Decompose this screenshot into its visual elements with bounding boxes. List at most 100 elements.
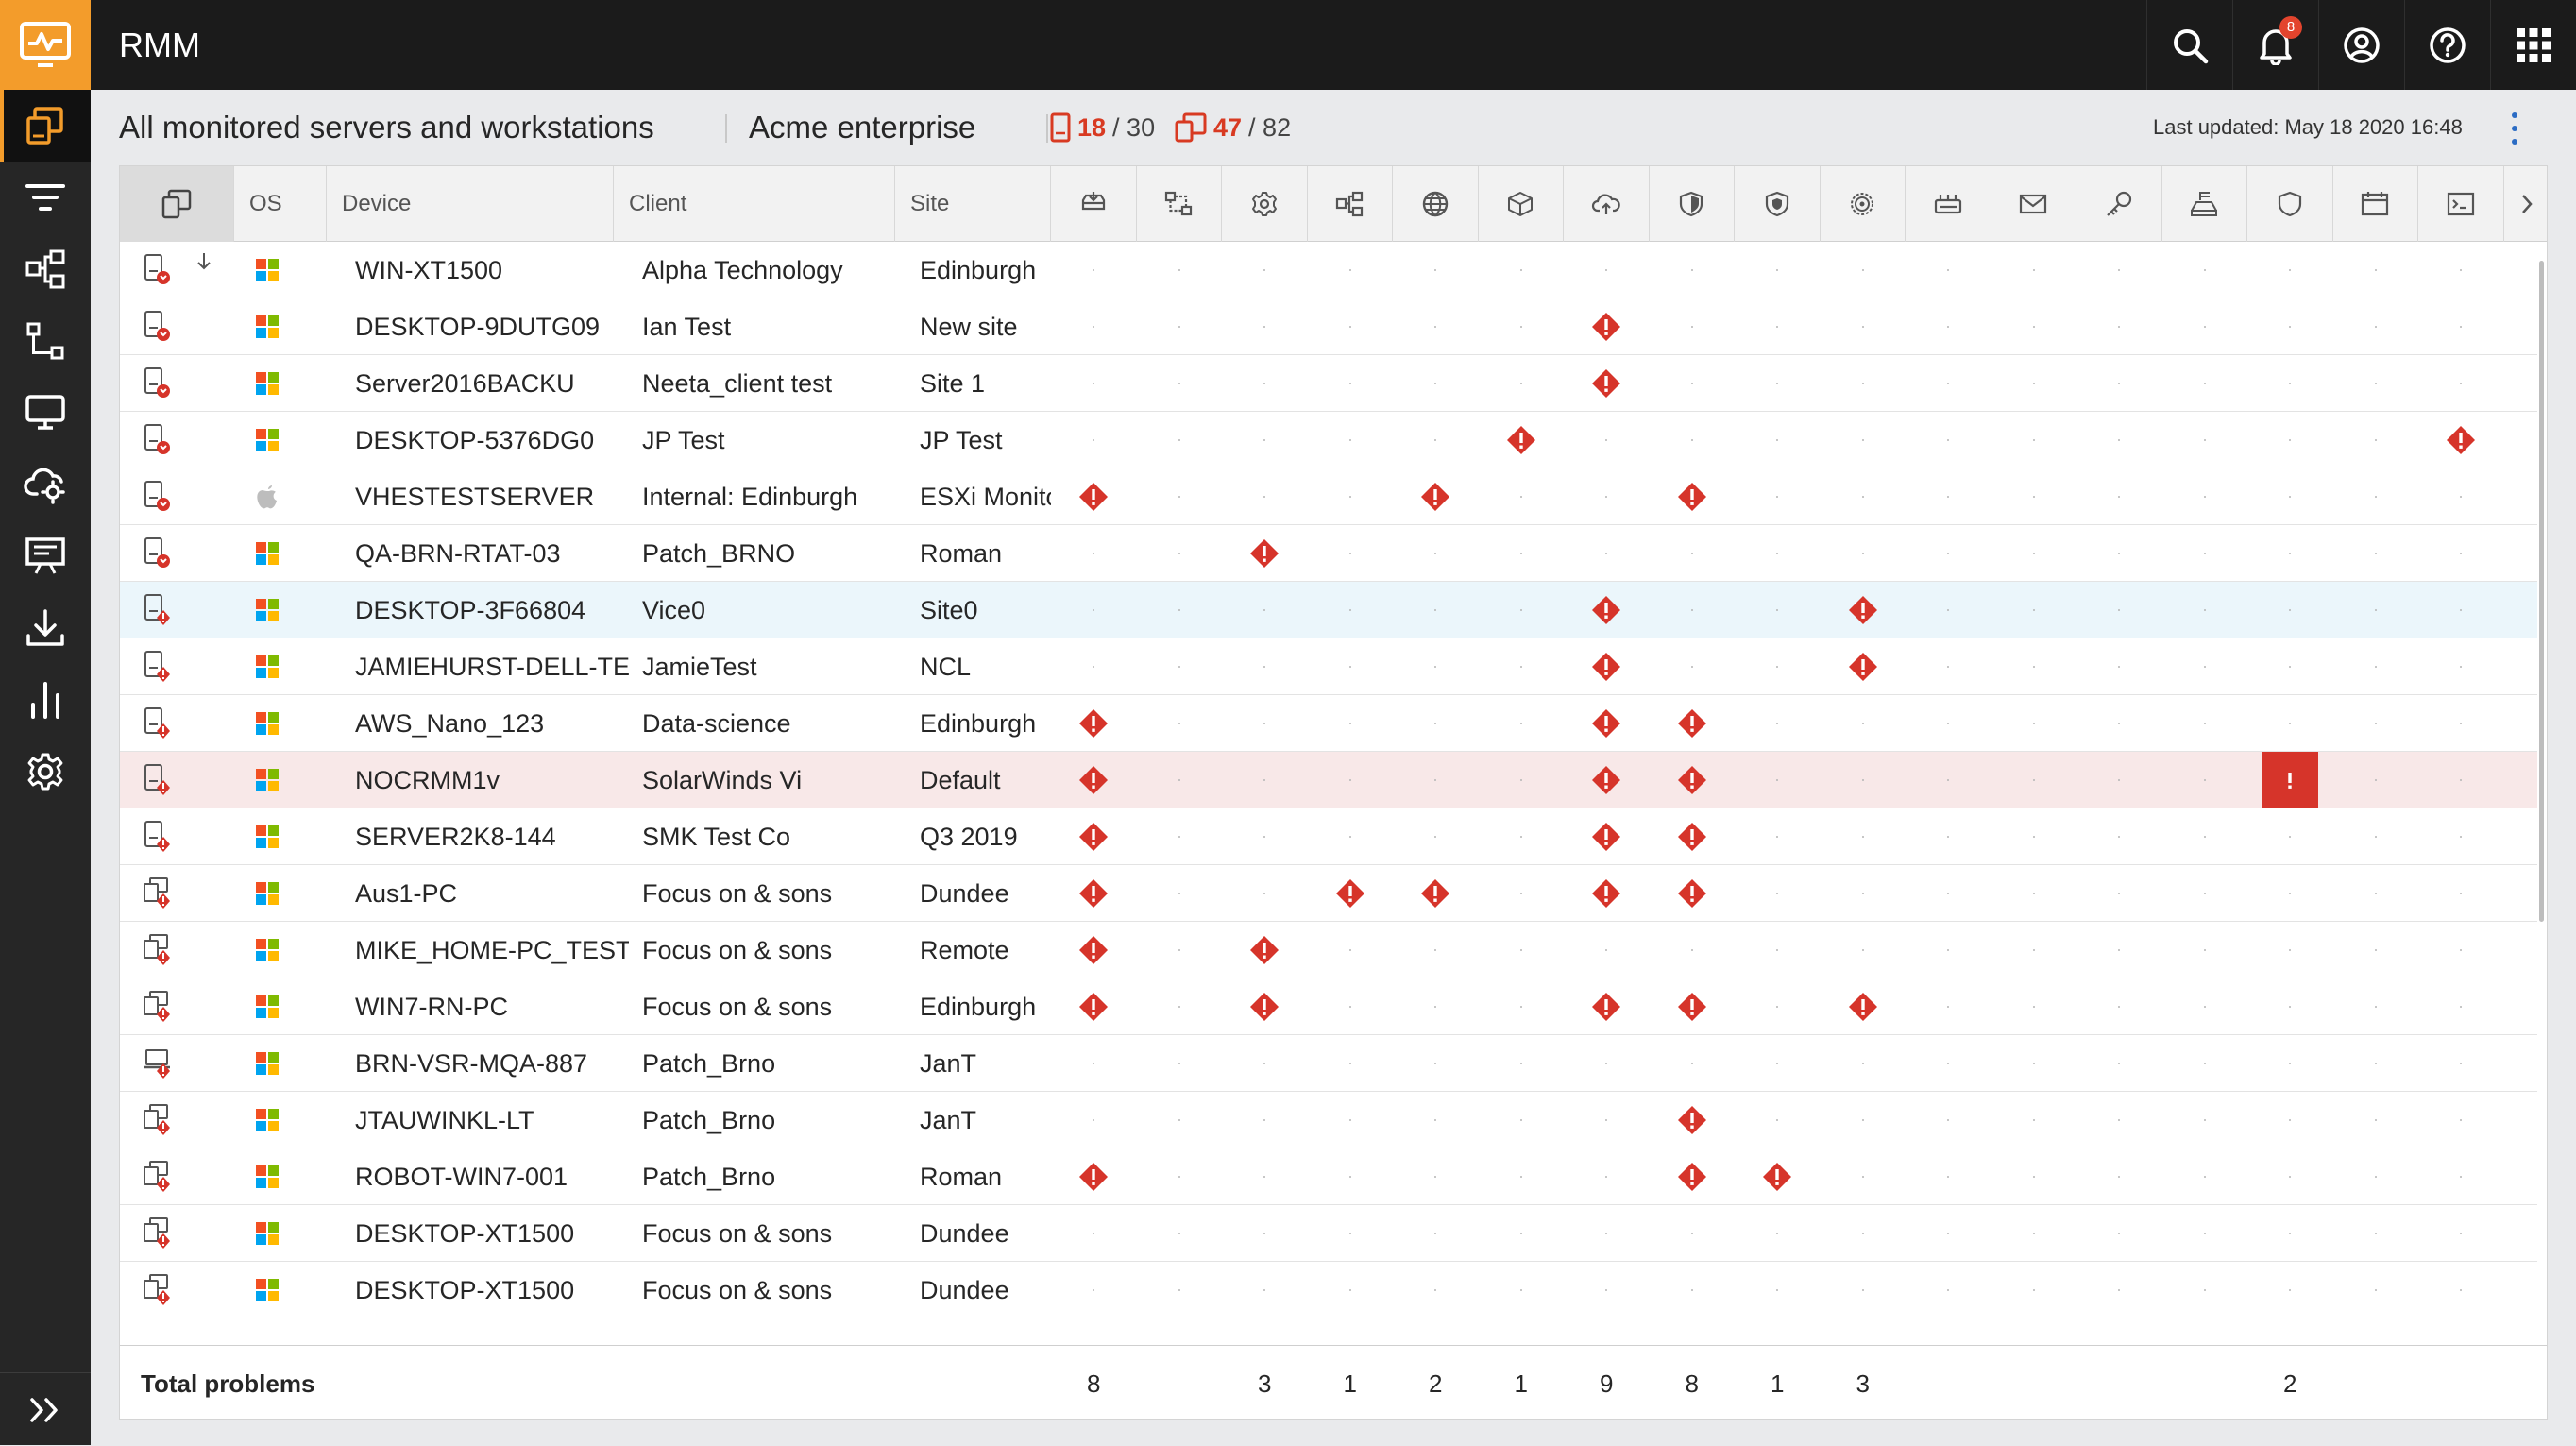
help-button[interactable] (2404, 0, 2490, 90)
device-name[interactable]: DESKTOP-3F66804 (355, 596, 586, 624)
sidebar-item-devices[interactable] (0, 90, 91, 162)
device-name[interactable]: DESKTOP-XT1500 (355, 1276, 575, 1304)
column-header-check-12[interactable] (1991, 166, 2076, 242)
device-name[interactable]: SERVER2K8-144 (355, 823, 556, 851)
column-header-client[interactable]: Client (614, 166, 895, 242)
alert-warning-icon[interactable] (1677, 1162, 1707, 1192)
apps-button[interactable] (2490, 0, 2576, 90)
column-header-check-17[interactable] (2418, 166, 2504, 242)
notifications-button[interactable]: 8 (2232, 0, 2318, 90)
device-name[interactable]: WIN7-RN-PC (355, 993, 508, 1021)
alert-badge[interactable] (2262, 752, 2319, 808)
alert-warning-icon[interactable] (1677, 708, 1707, 739)
sidebar-item-settings[interactable] (0, 736, 91, 808)
alert-warning-icon[interactable] (1677, 992, 1707, 1022)
alert-warning-icon[interactable] (1848, 652, 1878, 682)
table-row[interactable]: VHESTESTSERVER Internal: Edinburgh ESXi Mo… (120, 468, 2537, 525)
table-row[interactable]: DESKTOP-9DUTG09 Ian Test New site (120, 298, 2537, 355)
alert-warning-icon[interactable] (1078, 822, 1109, 852)
device-name[interactable]: JTAUWINKL-LT (355, 1106, 534, 1134)
table-row[interactable]: SERVER2K8-144 SMK Test Co Q3 2019 (120, 808, 2537, 865)
alert-warning-icon[interactable] (1677, 822, 1707, 852)
scroll-columns-right-button[interactable] (2504, 166, 2548, 242)
app-logo[interactable] (0, 0, 91, 90)
alert-warning-icon[interactable] (1591, 312, 1621, 342)
device-name[interactable]: QA-BRN-RTAT-03 (355, 539, 561, 568)
alert-warning-icon[interactable] (1677, 482, 1707, 512)
device-name[interactable]: VHESTESTSERVER (355, 483, 595, 511)
alert-warning-icon[interactable] (1506, 425, 1536, 455)
device-name[interactable]: MIKE_HOME-PC_TEST (355, 936, 629, 964)
column-header-check-15[interactable] (2247, 166, 2333, 242)
device-name[interactable]: WIN-XT1500 (355, 256, 503, 284)
column-header-check-6[interactable] (1479, 166, 1564, 242)
alert-warning-icon[interactable] (1078, 708, 1109, 739)
alert-warning-icon[interactable] (1249, 992, 1280, 1022)
alert-warning-icon[interactable] (1591, 992, 1621, 1022)
device-name[interactable]: Server2016BACKU (355, 369, 575, 398)
alert-warning-icon[interactable] (1420, 482, 1450, 512)
column-header-check-11[interactable] (1906, 166, 1991, 242)
table-row[interactable]: WIN7-RN-PC Focus on & sons Edinburgh (120, 978, 2537, 1035)
table-row[interactable]: Server2016BACKU Neeta_client test Site 1 (120, 355, 2537, 412)
column-header-check-3[interactable] (1222, 166, 1308, 242)
alert-warning-icon[interactable] (1591, 368, 1621, 399)
device-name[interactable]: ROBOT-WIN7-001 (355, 1163, 568, 1191)
table-row[interactable]: Aus1-PC Focus on & sons Dundee (120, 865, 2537, 922)
column-header-check-10[interactable] (1821, 166, 1906, 242)
alert-warning-icon[interactable] (1420, 878, 1450, 909)
table-row[interactable]: BRN-VSR-MQA-887 Patch_Brno JanT (120, 1035, 2537, 1092)
alert-warning-icon[interactable] (1591, 708, 1621, 739)
column-header-check-13[interactable] (2076, 166, 2162, 242)
alert-warning-icon[interactable] (1078, 878, 1109, 909)
table-row[interactable]: MIKE_HOME-PC_TEST Focus on & sons Remote (120, 922, 2537, 978)
column-header-check-16[interactable] (2333, 166, 2418, 242)
device-name[interactable]: DESKTOP-9DUTG09 (355, 313, 601, 341)
column-header-os[interactable]: OS (234, 166, 327, 242)
device-name[interactable]: DESKTOP-XT1500 (355, 1318, 629, 1323)
table-row[interactable]: AWS_Nano_123 Data-science Edinburgh (120, 695, 2537, 752)
alert-warning-icon[interactable] (1848, 992, 1878, 1022)
device-name[interactable]: AWS_Nano_123 (355, 709, 545, 738)
device-name[interactable]: BRN-VSR-MQA-887 (355, 1049, 588, 1078)
alert-warning-icon[interactable] (1848, 595, 1878, 625)
table-row[interactable]: DESKTOP-5376DG0 JP Test JP Test (120, 412, 2537, 468)
alert-warning-icon[interactable] (1249, 935, 1280, 965)
sidebar-item-automation[interactable] (0, 449, 91, 520)
table-row[interactable]: DESKTOP-XT1500 Focus on & sons Dundee (120, 1318, 2537, 1323)
column-header-device[interactable]: Device (327, 166, 614, 242)
table-row[interactable]: QA-BRN-RTAT-03 Patch_BRNO Roman (120, 525, 2537, 582)
column-header-check-7[interactable] (1564, 166, 1650, 242)
table-row[interactable]: JTAUWINKL-LT Patch_Brno JanT (120, 1092, 2537, 1148)
alert-warning-icon[interactable] (1677, 1105, 1707, 1135)
device-name[interactable]: Aus1-PC (355, 879, 458, 908)
column-header-check-8[interactable] (1650, 166, 1735, 242)
sidebar-item-filters[interactable] (0, 162, 91, 233)
alert-warning-icon[interactable] (1591, 652, 1621, 682)
more-options-button[interactable] (2500, 112, 2529, 145)
alert-warning-icon[interactable] (1591, 595, 1621, 625)
alert-warning-icon[interactable] (1591, 878, 1621, 909)
table-row[interactable]: WIN-XT1500 Alpha Technology Edinburgh (120, 242, 2537, 298)
alert-warning-icon[interactable] (1677, 765, 1707, 795)
sidebar-item-network[interactable] (0, 233, 91, 305)
alert-warning-icon[interactable] (1677, 878, 1707, 909)
table-row[interactable]: ROBOT-WIN7-001 Patch_Brno Roman (120, 1148, 2537, 1205)
alert-warning-icon[interactable] (1762, 1162, 1792, 1192)
sidebar-item-downloads[interactable] (0, 592, 91, 664)
table-row[interactable]: DESKTOP-XT1500 Focus on & sons Dundee (120, 1205, 2537, 1262)
workstations-status[interactable]: 47 / 82 (1175, 90, 1291, 165)
column-header-check-2[interactable] (1137, 166, 1222, 242)
column-header-check-14[interactable] (2162, 166, 2247, 242)
device-name[interactable]: NOCRMM1v (355, 766, 500, 794)
alert-warning-icon[interactable] (1078, 992, 1109, 1022)
device-name[interactable]: DESKTOP-XT1500 (355, 1219, 575, 1248)
alert-warning-icon[interactable] (1078, 935, 1109, 965)
column-header-check-1[interactable] (1051, 166, 1137, 242)
column-header-check-9[interactable] (1735, 166, 1821, 242)
column-header-check-4[interactable] (1308, 166, 1393, 242)
sidebar-item-workflows[interactable] (0, 305, 91, 377)
account-button[interactable] (2318, 0, 2404, 90)
sidebar-item-dashboard[interactable] (0, 520, 91, 592)
table-row[interactable]: NOCRMM1v SolarWinds Vi Default (120, 752, 2537, 808)
